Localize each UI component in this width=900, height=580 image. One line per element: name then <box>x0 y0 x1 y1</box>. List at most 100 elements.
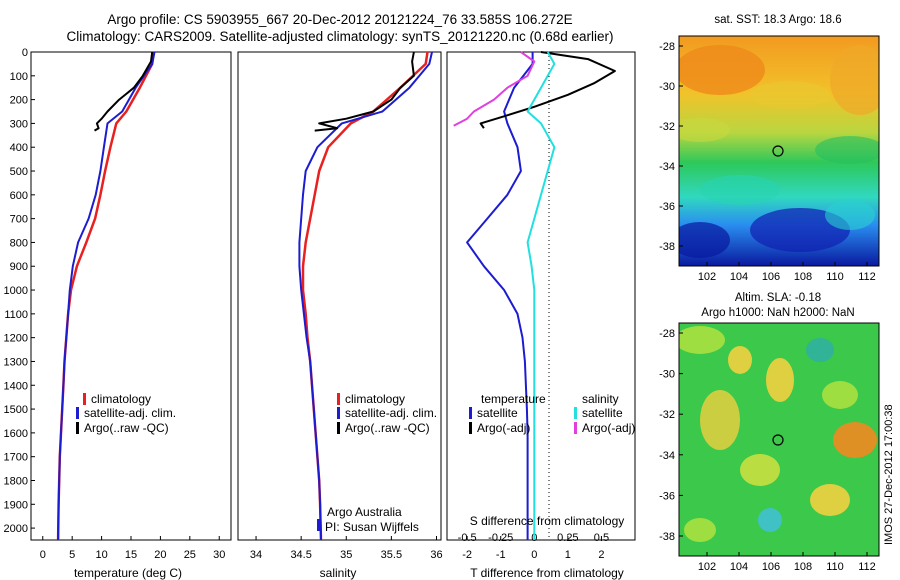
pi-marker <box>317 519 320 531</box>
series-line-argo-raw-qc- <box>93 51 154 132</box>
x-tick-label: 5 <box>69 549 75 561</box>
depth-tick-label: 1500 <box>4 404 28 416</box>
map-x-tick-label: 104 <box>730 561 748 573</box>
imos-timestamp-label: IMOS 27-Dec-2012 17:00:38 <box>883 404 895 545</box>
depth-tick-label: 100 <box>10 71 28 83</box>
series-line-salinity-argo-adj- <box>453 51 536 127</box>
sst-map-frame <box>678 35 880 267</box>
legend-swatch-t-satellite <box>469 407 472 419</box>
depth-tick-label: 500 <box>10 166 28 178</box>
sla-map-title-line1: Altim. SLA: -0.18 <box>735 292 821 304</box>
pi-note: PI: Susan Wijffels <box>325 520 419 534</box>
x-tick-label: 30 <box>213 549 225 561</box>
t-difference-axis-label: T difference from climatology <box>470 566 624 580</box>
depth-tick-label: 600 <box>10 190 28 202</box>
legend-swatch-s-argo <box>574 422 577 434</box>
map-x-tick-label: 112 <box>858 271 876 283</box>
map-x-tick-label: 108 <box>794 561 812 573</box>
x-tick-label: 1 <box>565 549 571 561</box>
depth-tick-label: 1800 <box>4 475 28 487</box>
legend-label-t-argo: Argo(-adj) <box>477 421 530 435</box>
map-x-tick-label: 108 <box>794 271 812 283</box>
x-tick-label: -1 <box>496 549 506 561</box>
s-diff-tick-label: 0.5 <box>594 532 609 544</box>
temperature-panel-frame <box>30 51 232 541</box>
map-y-tick-label: -34 <box>659 450 675 462</box>
depth-tick-label: 1600 <box>4 428 28 440</box>
legend-swatch-satellite <box>337 407 340 419</box>
chart-title-line2: Climatology: CARS2009. Satellite-adjuste… <box>66 29 614 44</box>
series-line-climatology <box>56 51 155 541</box>
depth-tick-label: 1700 <box>4 452 28 464</box>
depth-tick-label: 0 <box>22 47 28 59</box>
difference-legend: temperature salinity satellite Argo(-adj… <box>469 392 635 435</box>
x-tick-label: 35.5 <box>381 549 402 561</box>
legend-label-climatology: climatology <box>345 392 405 406</box>
x-tick-label: -2 <box>462 549 472 561</box>
x-tick-label: 34.5 <box>290 549 311 561</box>
map-y-tick-label: -28 <box>659 41 675 53</box>
map-y-tick-label: -30 <box>659 369 675 381</box>
legend-swatch-argo <box>76 422 79 434</box>
map-y-tick-label: -28 <box>659 328 675 340</box>
salinity-legend: climatology satellite-adj. clim. Argo(..… <box>317 392 437 534</box>
legend-swatch-climatology <box>83 393 86 405</box>
map-y-tick-label: -38 <box>659 531 675 543</box>
x-tick-label: 25 <box>184 549 196 561</box>
salinity-panel-frame <box>237 51 442 541</box>
s-diff-tick-label: 0.25 <box>557 532 578 544</box>
depth-tick-label: 1000 <box>4 285 28 297</box>
legend-heading-salinity: salinity <box>582 392 619 406</box>
chart-title-line1: Argo profile: CS 5903955_667 20-Dec-2012… <box>107 12 573 27</box>
legend-heading-temperature: temperature <box>481 392 546 406</box>
depth-tick-label: 1300 <box>4 356 28 368</box>
series-line-argo-raw-qc- <box>314 51 415 132</box>
x-tick-label: 2 <box>598 549 604 561</box>
depth-tick-label: 800 <box>10 237 28 249</box>
s-difference-axis-label: S difference from climatology <box>470 514 625 528</box>
x-tick-label: 20 <box>154 549 166 561</box>
legend-swatch-argo <box>337 422 340 434</box>
legend-swatch-satellite <box>76 407 79 419</box>
depth-tick-label: 1200 <box>4 333 28 345</box>
map-y-tick-label: -30 <box>659 81 675 93</box>
data-series <box>56 51 616 541</box>
temperature-axis-label: temperature (deg C) <box>74 566 182 580</box>
series-line-temperature-argo-adj- <box>479 51 616 129</box>
x-tick-label: 34 <box>250 549 262 561</box>
depth-tick-label: 700 <box>10 214 28 226</box>
series-line-satellite-adj-clim- <box>298 51 433 541</box>
series-line-salinity-satellite <box>526 51 556 540</box>
legend-swatch-climatology <box>337 393 340 405</box>
temperature-legend: climatology satellite-adj. clim. Argo(..… <box>76 392 176 435</box>
series-line-temperature-satellite <box>466 52 534 540</box>
x-tick-label: 10 <box>95 549 107 561</box>
depth-tick-label: 900 <box>10 261 28 273</box>
series-line-climatology <box>301 51 429 541</box>
s-diff-tick-label: -0.25 <box>488 532 513 544</box>
map-x-tick-label: 106 <box>762 561 780 573</box>
legend-swatch-t-argo <box>469 422 472 434</box>
legend-label-argo: Argo(..raw -QC) <box>84 421 169 435</box>
x-tick-label: 15 <box>125 549 137 561</box>
x-tick-label: 0 <box>531 549 537 561</box>
salinity-difference-x-axis: -0.5 -0.25 0 0.25 0.5 <box>458 532 609 544</box>
legend-label-t-satellite: satellite <box>477 406 518 420</box>
legend-label-argo: Argo(..raw -QC) <box>345 421 430 435</box>
sla-map-image <box>679 323 879 556</box>
salinity-axis-label: salinity <box>320 566 357 580</box>
legend-label-satellite: satellite-adj. clim. <box>84 406 176 420</box>
s-diff-tick-label: -0.5 <box>458 532 477 544</box>
depth-tick-label: 2000 <box>4 523 28 535</box>
argo-position-marker-sla <box>772 434 784 446</box>
legend-label-satellite: satellite-adj. clim. <box>345 406 437 420</box>
argo-position-marker-sst <box>772 145 784 157</box>
x-tick-label: 36 <box>430 549 442 561</box>
map-x-tick-label: 110 <box>826 561 844 573</box>
map-x-tick-label: 102 <box>698 271 716 283</box>
depth-tick-label: 300 <box>10 118 28 130</box>
argo-australia-note: Argo Australia <box>327 505 402 519</box>
salinity-x-axis: 34 34.5 35 35.5 36 <box>250 536 443 561</box>
sla-map-axes: -28 -30 -32 -34 -36 -38 102 104 106 108 110 112 <box>659 328 876 573</box>
